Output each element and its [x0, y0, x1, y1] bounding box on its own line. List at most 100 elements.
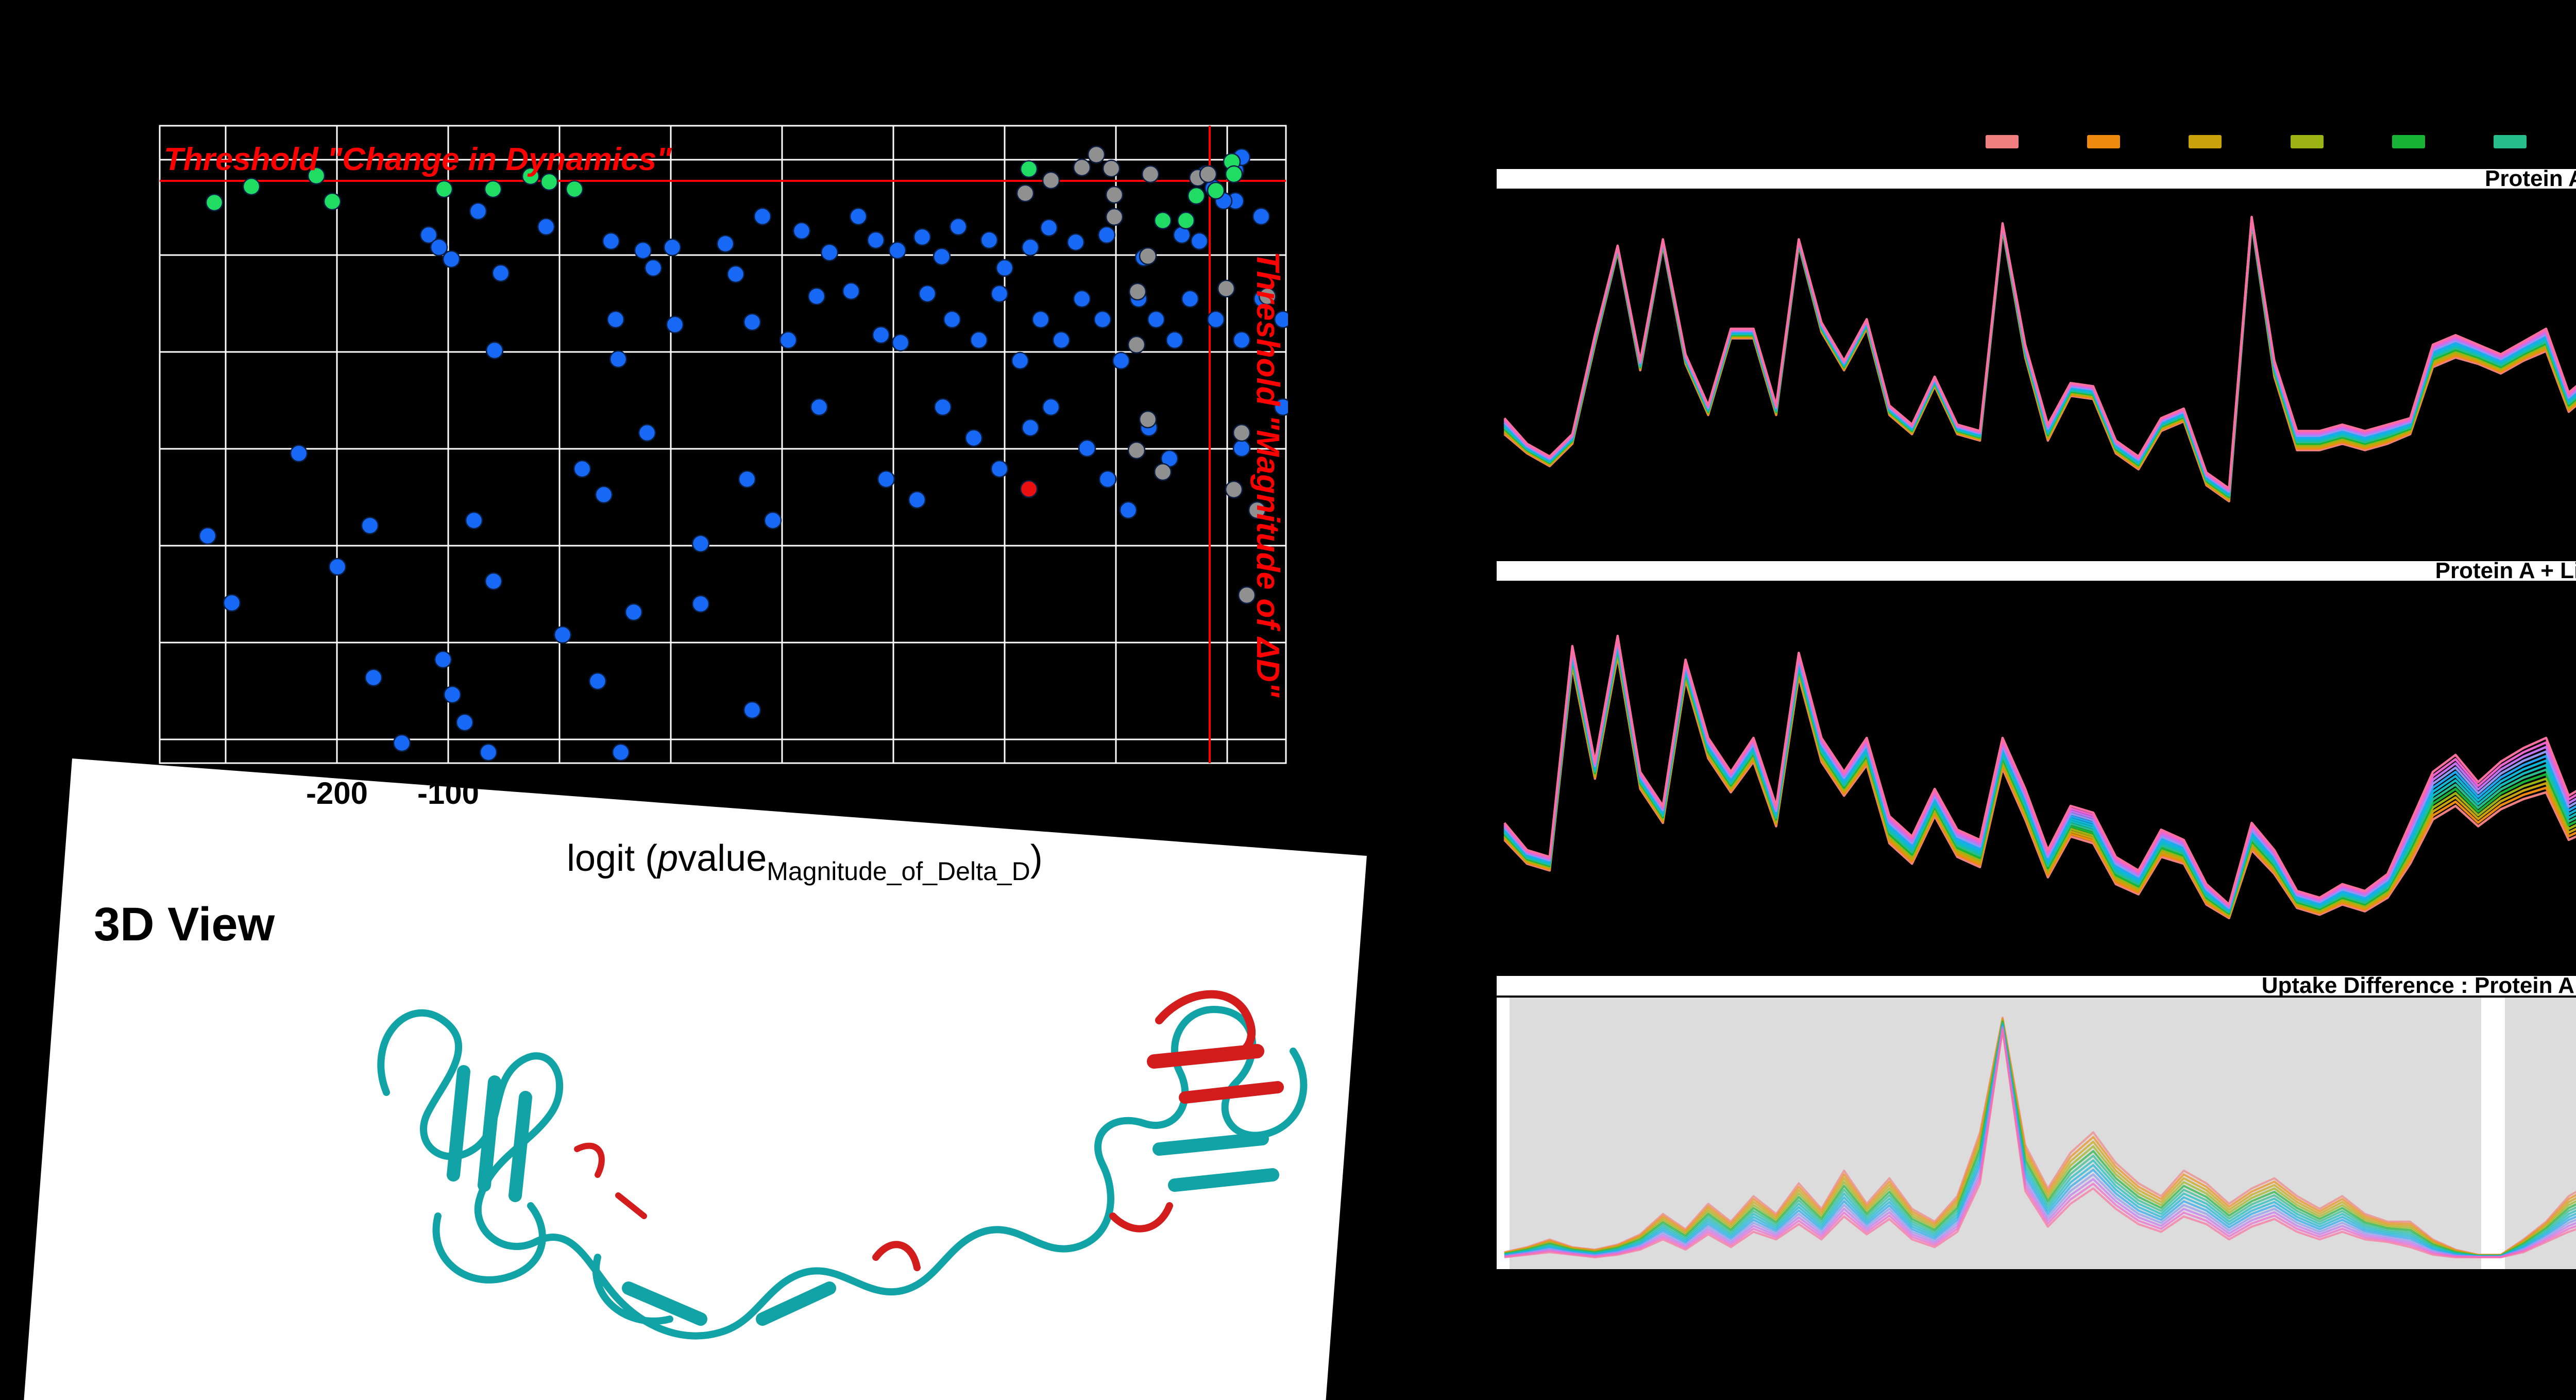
- legend-timepoint-swatch-1[interactable]: [1986, 135, 2019, 148]
- significant-point[interactable]: [738, 470, 756, 488]
- significant-point[interactable]: [537, 217, 555, 236]
- significant-point[interactable]: [1040, 218, 1058, 237]
- significant-point[interactable]: [990, 284, 1009, 303]
- change-in-dynamics-point[interactable]: [435, 180, 453, 198]
- significant-point[interactable]: [1011, 351, 1029, 370]
- change-in-dynamics-point[interactable]: [205, 193, 224, 212]
- significant-point[interactable]: [634, 241, 652, 260]
- significant-point[interactable]: [1274, 310, 1288, 329]
- significant-point[interactable]: [595, 485, 613, 504]
- non-significant-point[interactable]: [1199, 165, 1217, 183]
- uptake-chart-3[interactable]: [1497, 998, 2576, 1269]
- significant-point[interactable]: [1031, 310, 1050, 329]
- significant-point[interactable]: [485, 341, 504, 360]
- significant-point[interactable]: [877, 470, 895, 488]
- legend-timepoint-swatch-2[interactable]: [2087, 135, 2121, 148]
- uptake-chart-1[interactable]: [1503, 215, 2576, 503]
- change-in-dynamics-point[interactable]: [323, 192, 342, 211]
- change-in-dynamics-point[interactable]: [484, 180, 502, 198]
- significant-point[interactable]: [964, 429, 983, 447]
- significant-point[interactable]: [573, 460, 591, 478]
- significant-point[interactable]: [779, 331, 798, 349]
- non-significant-point[interactable]: [1042, 171, 1060, 190]
- significant-point[interactable]: [606, 310, 625, 329]
- non-significant-point[interactable]: [1258, 287, 1277, 306]
- significant-point[interactable]: [624, 603, 643, 621]
- significant-point[interactable]: [1078, 439, 1096, 458]
- significant-point[interactable]: [810, 398, 828, 416]
- non-significant-point[interactable]: [1073, 158, 1091, 177]
- significant-point[interactable]: [995, 259, 1014, 277]
- significant-point[interactable]: [484, 572, 503, 591]
- significant-point[interactable]: [1147, 310, 1165, 329]
- change-in-dynamics-point[interactable]: [540, 173, 558, 191]
- significant-point[interactable]: [792, 222, 811, 240]
- significant-point[interactable]: [908, 491, 926, 509]
- change-in-dynamics-point[interactable]: [1225, 165, 1243, 183]
- significant-point[interactable]: [1165, 331, 1184, 349]
- non-significant-point[interactable]: [1127, 335, 1146, 354]
- significant-point[interactable]: [455, 713, 474, 732]
- significant-point[interactable]: [443, 685, 462, 704]
- significant-point[interactable]: [588, 672, 607, 690]
- significant-point[interactable]: [891, 333, 910, 352]
- significant-point[interactable]: [867, 231, 885, 249]
- change-in-dynamics-point[interactable]: [1187, 187, 1206, 205]
- change-in-dynamics-point[interactable]: [307, 166, 326, 185]
- non-significant-point[interactable]: [1139, 410, 1157, 429]
- significant-point[interactable]: [393, 734, 411, 752]
- significant-point[interactable]: [743, 701, 761, 719]
- significant-point[interactable]: [198, 527, 217, 545]
- volcano-scatter-plot[interactable]: Threshold "Change in Dynamics" Threshold…: [155, 119, 1288, 891]
- significant-point[interactable]: [918, 284, 937, 303]
- change-in-dynamics-point[interactable]: [1154, 211, 1172, 230]
- uptake-chart-2[interactable]: [1503, 602, 2576, 920]
- significant-point[interactable]: [666, 315, 684, 334]
- significant-point[interactable]: [553, 626, 572, 644]
- legend-timepoint-swatch-3[interactable]: [2189, 135, 2222, 148]
- significant-point[interactable]: [361, 516, 379, 535]
- legend-timepoint-swatch-4[interactable]: [2290, 135, 2324, 148]
- non-significant-point[interactable]: [1217, 279, 1235, 298]
- non-significant-point[interactable]: [1128, 282, 1147, 301]
- significant-point[interactable]: [913, 228, 931, 246]
- significant-point[interactable]: [492, 264, 510, 282]
- significant-point[interactable]: [990, 460, 1009, 478]
- significant-point[interactable]: [1232, 331, 1251, 349]
- significant-point[interactable]: [943, 310, 961, 329]
- significant-point[interactable]: [743, 313, 761, 331]
- non-significant-point[interactable]: [1248, 501, 1266, 519]
- volcano-points[interactable]: [198, 145, 1288, 762]
- significant-point[interactable]: [469, 202, 487, 221]
- change-in-dynamics-point[interactable]: [565, 180, 584, 198]
- significant-point[interactable]: [1073, 290, 1091, 308]
- significant-point[interactable]: [726, 265, 745, 283]
- legend-timepoint-swatch-5[interactable]: [2392, 135, 2425, 148]
- significant-point[interactable]: [1052, 331, 1071, 349]
- significant-point[interactable]: [1112, 351, 1130, 370]
- non-significant-point[interactable]: [1141, 165, 1160, 183]
- significant-point[interactable]: [1274, 398, 1288, 416]
- protein-ribbon-3d-structure[interactable]: [309, 927, 1340, 1400]
- significant-point[interactable]: [663, 238, 682, 257]
- significant-point[interactable]: [1066, 233, 1085, 251]
- non-significant-point[interactable]: [1105, 185, 1124, 204]
- non-significant-point[interactable]: [1238, 586, 1256, 604]
- significant-point[interactable]: [364, 668, 383, 687]
- significant-point[interactable]: [1098, 470, 1117, 488]
- change-in-dynamics-point[interactable]: [1020, 160, 1038, 178]
- non-significant-point[interactable]: [1225, 480, 1243, 499]
- significant-point[interactable]: [430, 238, 448, 257]
- significant-point[interactable]: [1119, 501, 1138, 519]
- change-in-dynamics-point[interactable]: [1207, 181, 1225, 200]
- significant-point[interactable]: [419, 226, 438, 244]
- significant-point[interactable]: [872, 326, 890, 344]
- significant-point[interactable]: [1181, 290, 1199, 308]
- non-significant-point[interactable]: [1016, 184, 1035, 203]
- significant-point[interactable]: [612, 743, 630, 762]
- significant-point[interactable]: [290, 444, 308, 463]
- non-significant-point[interactable]: [1127, 441, 1146, 460]
- non-significant-point[interactable]: [1139, 247, 1157, 265]
- significant-point[interactable]: [888, 241, 907, 260]
